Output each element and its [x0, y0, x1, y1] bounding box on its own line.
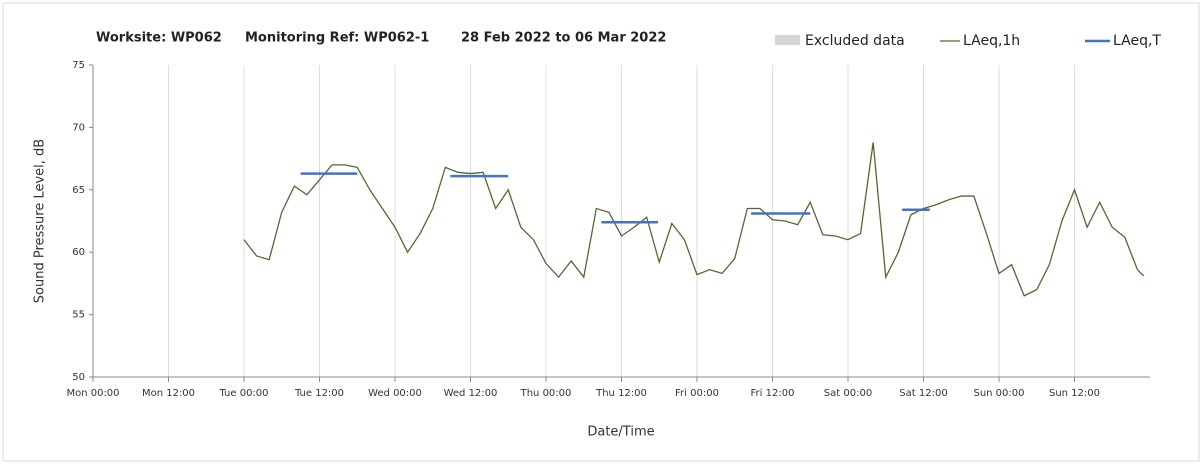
legend-label: LAeq,T [1113, 33, 1161, 49]
legend-label: LAeq,1h [963, 33, 1020, 49]
line-series [243, 142, 1145, 297]
x-axis-label: Date/Time [587, 425, 654, 440]
x-tick-label: Tue 00:00 [218, 388, 268, 399]
legend-label: Excluded data [805, 33, 905, 49]
title-worksite: Worksite: WP062 [96, 31, 222, 46]
x-tick-label: Mon 12:00 [142, 388, 195, 399]
x-tick-label: Thu 12:00 [595, 388, 647, 399]
x-tick-label: Tue 12:00 [294, 388, 344, 399]
y-tick-label: 60 [72, 247, 85, 258]
x-tick-label: Fri 00:00 [675, 388, 719, 399]
y-tick-label: 55 [72, 310, 85, 321]
y-axis-label: Sound Pressure Level, dB [33, 139, 48, 303]
y-tick-label: 70 [72, 122, 85, 133]
y-tick-label: 75 [72, 60, 85, 71]
x-tick-label: Sun 00:00 [973, 388, 1024, 399]
x-tick-label: Fri 12:00 [751, 388, 795, 399]
x-tick-label: Wed 00:00 [368, 388, 422, 399]
x-tick-label: Thu 00:00 [520, 388, 572, 399]
x-tick-label: Sun 12:00 [1049, 388, 1100, 399]
y-tick-label: 50 [72, 372, 85, 383]
x-tick-label: Mon 00:00 [66, 388, 119, 399]
y-tick-label: 65 [72, 185, 85, 196]
title-ref: Monitoring Ref: WP062-1 [245, 31, 429, 46]
x-tick-label: Sat 12:00 [899, 388, 947, 399]
title-dates: 28 Feb 2022 to 06 Mar 2022 [461, 31, 666, 46]
x-tick-label: Wed 12:00 [444, 388, 498, 399]
x-tick-label: Sat 00:00 [824, 388, 872, 399]
legend-swatch [775, 35, 800, 45]
